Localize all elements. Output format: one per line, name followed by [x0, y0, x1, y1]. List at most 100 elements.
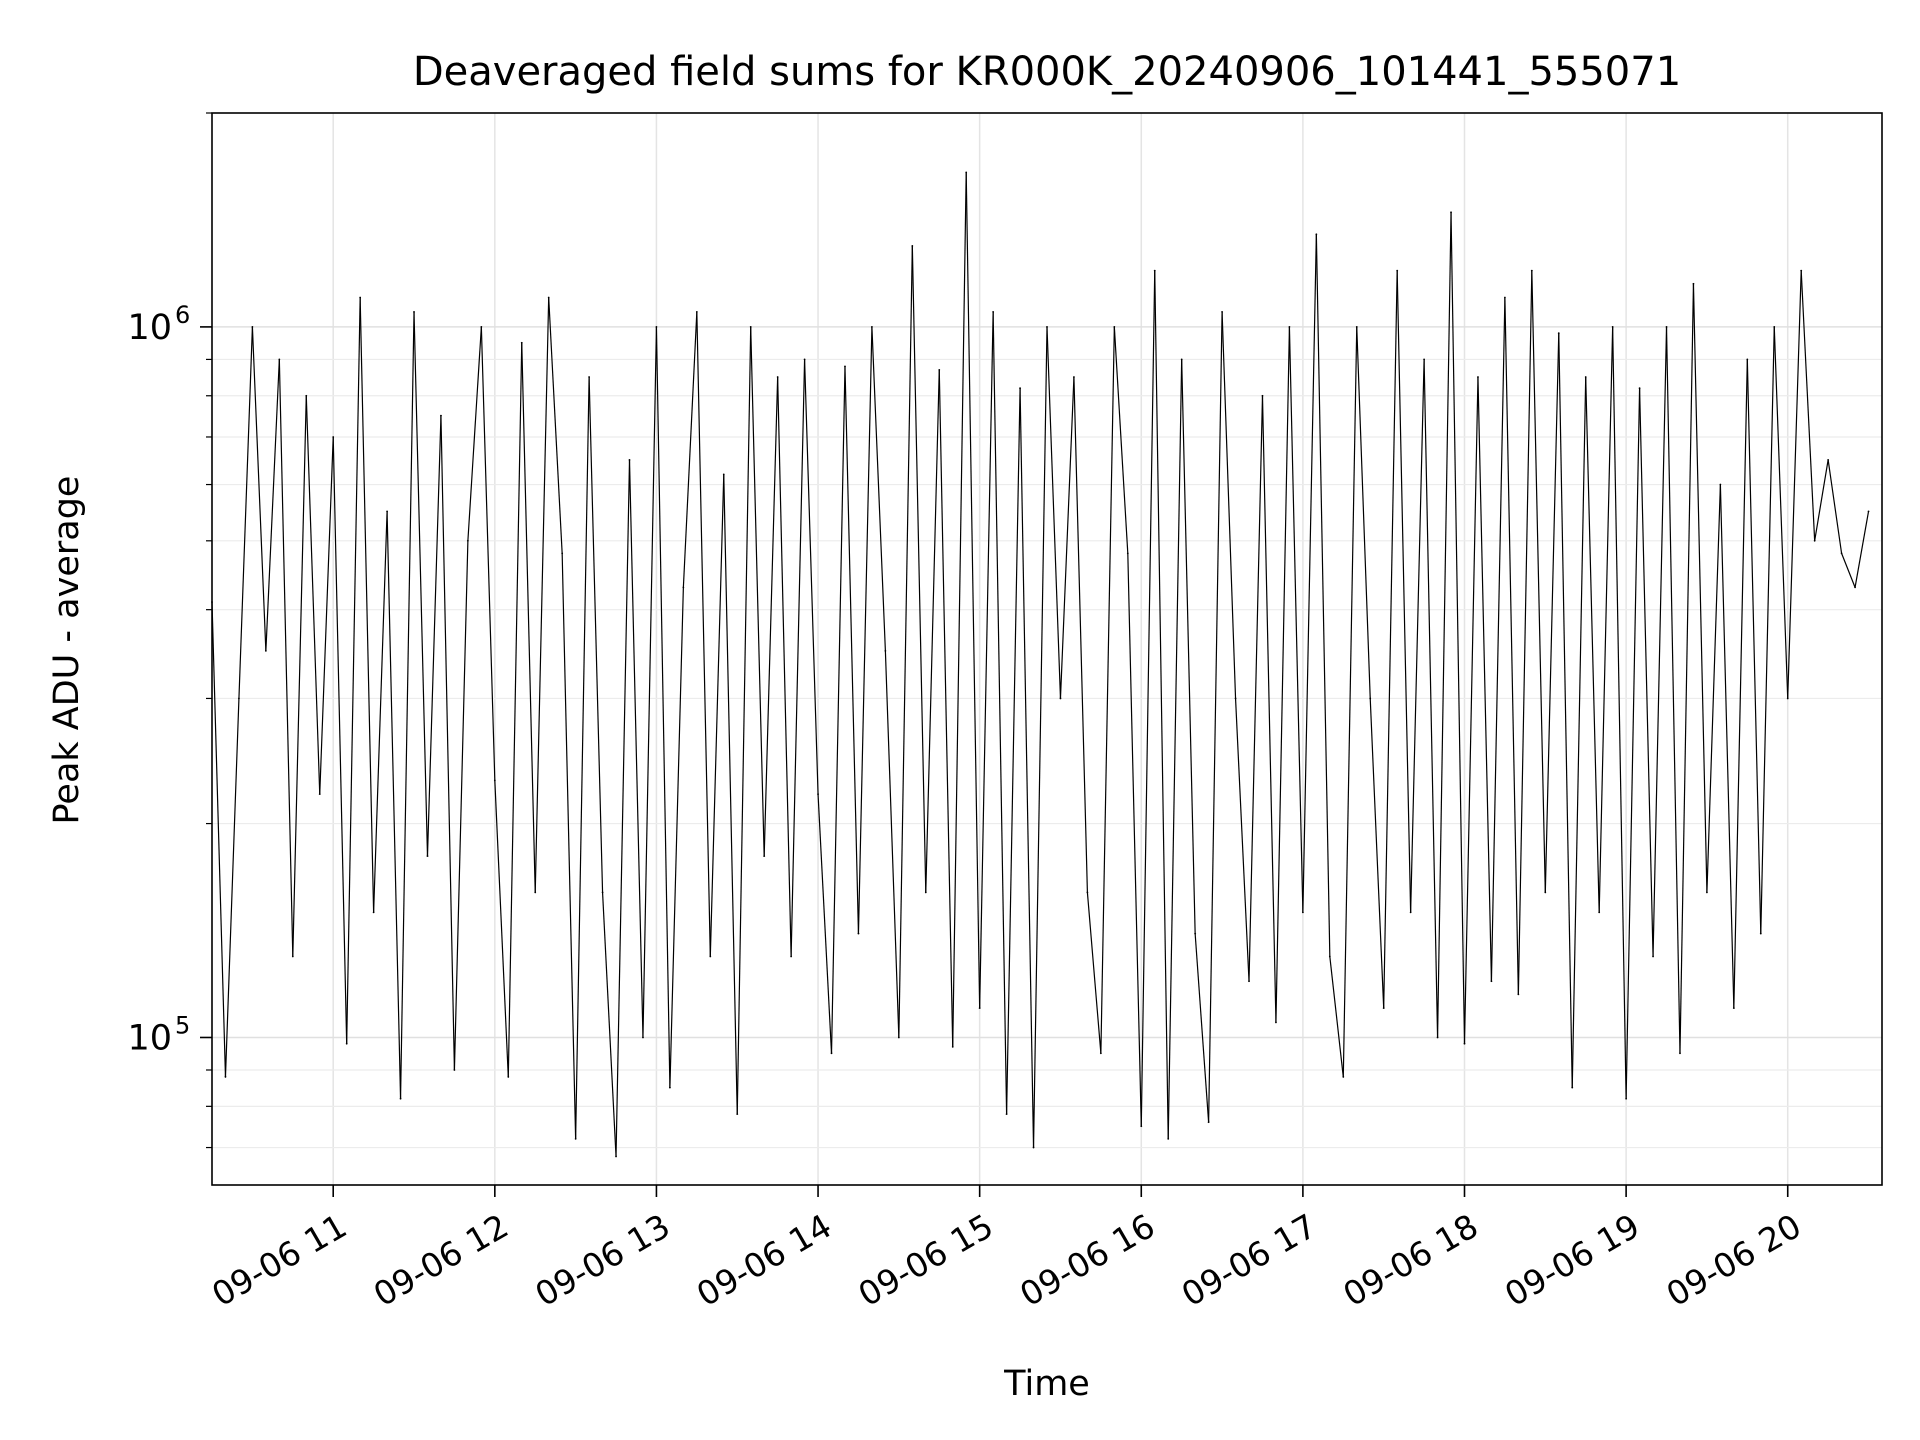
series-segment: [1504, 297, 1519, 995]
series-segment: [1436, 212, 1452, 1038]
series-segment: [211, 602, 227, 1077]
series-segment: [1275, 326, 1291, 1023]
series-segment: [1773, 326, 1789, 699]
series-segment: [1585, 377, 1600, 913]
series-segment: [1854, 511, 1870, 588]
series-segment: [1598, 326, 1614, 913]
series-segment: [1625, 388, 1641, 1099]
series-segment: [1019, 388, 1035, 1148]
series-segment: [1719, 484, 1735, 1009]
series-segment: [561, 553, 577, 1139]
series-segment: [1733, 359, 1748, 1009]
series-segment: [305, 395, 321, 795]
y-axis-label: Peak ADU - average: [47, 476, 87, 825]
series-segment: [1652, 326, 1668, 957]
series-segment: [1329, 956, 1344, 1077]
series-segment: [898, 245, 913, 1038]
series-segment: [238, 326, 254, 699]
series-segment: [1315, 234, 1331, 957]
series-segment: [1221, 311, 1237, 699]
series-segment: [857, 326, 873, 934]
series-segment: [292, 395, 307, 957]
series-segment: [965, 172, 981, 1009]
series-segment: [1208, 311, 1223, 1123]
series-segment: [1356, 326, 1371, 699]
series-segment: [548, 297, 563, 554]
series-segment: [1059, 377, 1075, 699]
series-segment: [1073, 377, 1089, 893]
series-segment: [386, 511, 402, 1099]
series-segment: [871, 326, 886, 651]
series-segment: [1814, 459, 1829, 541]
series-segment: [1261, 395, 1277, 1023]
series-segment: [1679, 283, 1695, 1054]
series-segment: [1234, 698, 1250, 982]
series-segment: [575, 377, 590, 1139]
series-segment: [817, 794, 833, 1054]
series-segment: [777, 377, 792, 957]
series-segment: [696, 311, 711, 957]
series-segment: [790, 359, 806, 957]
series-segment: [615, 459, 631, 1157]
series-segment: [1005, 388, 1021, 1115]
series-segment: [440, 415, 456, 1071]
series-segment: [763, 377, 779, 857]
series-segment: [601, 892, 617, 1157]
series-segment: [588, 377, 604, 893]
series-segment: [682, 311, 698, 588]
series-segment: [642, 326, 658, 1038]
series-segment: [278, 359, 294, 957]
series-segment: [884, 650, 900, 1038]
series-segment: [1046, 326, 1062, 699]
series-segment: [911, 245, 927, 893]
series-segment: [332, 436, 348, 1044]
series-segment: [1248, 395, 1264, 982]
series-segment: [1638, 388, 1654, 957]
series-segment: [1423, 359, 1439, 1038]
series-segment: [1396, 270, 1412, 913]
series-segment: [1032, 326, 1048, 1148]
series-segment: [319, 436, 334, 795]
series-segment: [1127, 553, 1142, 1127]
series-segment: [628, 459, 644, 1038]
series-segment: [1194, 933, 1210, 1123]
series-segment: [346, 297, 361, 1044]
series-segment: [373, 511, 388, 913]
series-segment: [1827, 459, 1843, 554]
series-segment: [467, 326, 482, 541]
series-segment: [1787, 270, 1802, 699]
series-segment: [1383, 270, 1398, 1009]
series-segment: [925, 369, 940, 893]
series-segment: [1342, 326, 1358, 1077]
series-segment: [1665, 326, 1681, 1054]
series-segment: [521, 342, 536, 893]
series-segment: [413, 311, 429, 857]
series-segment: [736, 326, 752, 1115]
series-segment: [399, 311, 415, 1099]
y-tick-exponent: 6: [175, 301, 190, 329]
series-segment: [426, 415, 442, 857]
series-segment: [507, 342, 523, 1077]
series-segment: [1369, 698, 1385, 1009]
x-axis-label: Time: [1003, 1364, 1090, 1404]
series-segment: [1571, 377, 1587, 1088]
series-segment: [1288, 326, 1304, 913]
series-segment: [979, 311, 994, 1009]
series-segment: [359, 297, 375, 913]
series-segment: [1800, 270, 1816, 541]
series-segment: [265, 359, 280, 651]
series-segment: [1477, 377, 1493, 982]
series-segment: [723, 474, 738, 1115]
data-series: [211, 171, 1870, 1158]
series-segment: [1490, 297, 1506, 982]
series-segment: [494, 780, 509, 1077]
series-segment: [938, 369, 954, 1047]
series-segment: [224, 698, 240, 1077]
series-segment: [1612, 326, 1627, 1099]
series-segment: [1140, 270, 1156, 1127]
series-segment: [251, 326, 267, 651]
series-segment: [844, 366, 860, 934]
series-segment: [1544, 333, 1560, 893]
